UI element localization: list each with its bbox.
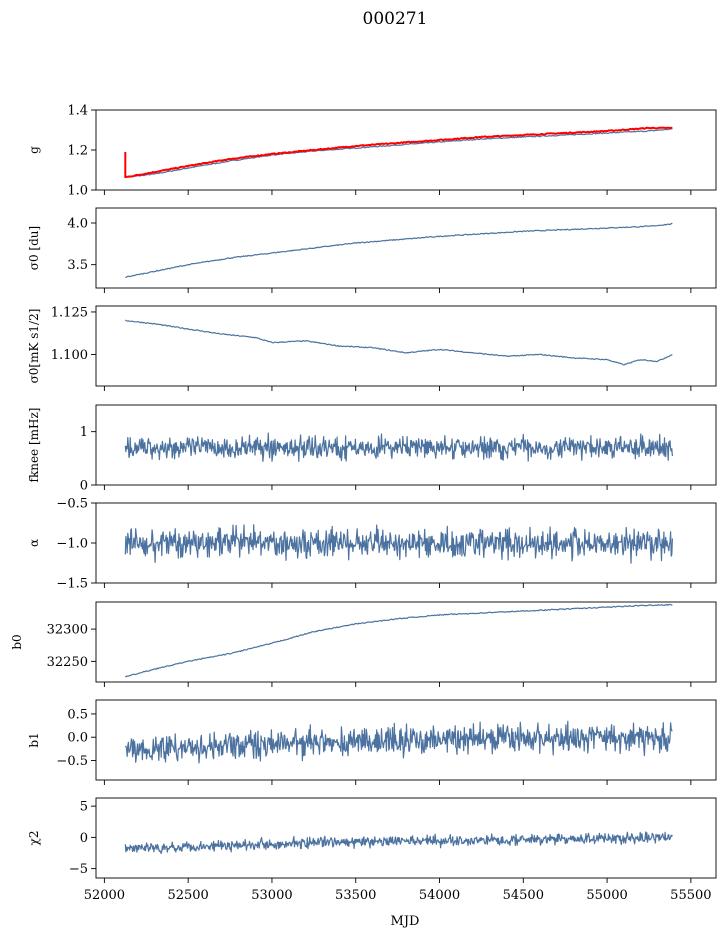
series-line-1: [124, 432, 673, 462]
panel-1: 1.0 1.2 1.4 g: [27, 104, 717, 199]
series-line-1: [124, 831, 673, 855]
x-axis-label: MJD: [391, 914, 420, 929]
panel-series-group: [124, 319, 673, 366]
x-tick-label: 53000: [251, 888, 292, 903]
y-tick-label: 0.5: [67, 707, 88, 722]
panel-series-group: [124, 720, 673, 764]
x-tick-label: 55500: [670, 888, 711, 903]
panel-frame: [95, 305, 717, 387]
y-tick-label: 0.0: [67, 731, 88, 746]
y-tick-label: 0: [80, 831, 88, 846]
series-line-1: [124, 720, 673, 764]
series-line-1: [124, 128, 673, 178]
panel-8: −5 0 5 52000 52500 53000 53500 54000 54500 55000 5…: [27, 797, 717, 903]
series-line-1: [125, 222, 673, 278]
panel-5: −1.5 −1.0 −0.5 α: [27, 497, 717, 592]
y-axis-label: χ2: [27, 831, 41, 846]
series-line-1: [124, 319, 673, 366]
y-tick-label: 1.4: [67, 104, 88, 119]
x-tick-label: 53500: [335, 888, 376, 903]
panel-frame: [95, 109, 717, 191]
y-tick-label: 32250: [47, 655, 88, 670]
y-tick-label: 0: [80, 479, 88, 494]
y-tick-label: −0.5: [56, 497, 88, 512]
x-tick-label: 52500: [167, 888, 208, 903]
series-line-1: [124, 603, 673, 678]
y-tick-label: 32300: [47, 623, 88, 638]
y-tick-label: −0.5: [56, 754, 88, 769]
x-tick-label: 52000: [84, 888, 125, 903]
panel-frame: [95, 699, 717, 781]
panel-series-group: [124, 524, 673, 564]
panel-7: −0.5 0.0 0.5 b1: [27, 699, 717, 785]
panel-series-group: [124, 831, 673, 855]
y-axis-label: b0: [10, 634, 24, 649]
y-tick-label: −5: [69, 862, 88, 877]
y-tick-label: 1.125: [51, 305, 88, 320]
x-tick-label: 55000: [586, 888, 627, 903]
y-tick-label: 3.5: [67, 258, 88, 273]
panel-series-group: [124, 432, 673, 462]
figure-title: 000271: [363, 9, 428, 29]
y-axis-label: σ0[mK s1/2]: [27, 309, 41, 384]
y-tick-label: 1.0: [67, 184, 88, 199]
y-axis-label: α: [27, 539, 41, 547]
panel-series-group: [125, 222, 673, 278]
series-line-1: [124, 524, 673, 564]
y-tick-label: 4.0: [67, 217, 88, 232]
panel-frame: [95, 601, 717, 683]
panel-6: 32250 32300 b0: [10, 601, 717, 687]
panel-frame: [95, 404, 717, 486]
y-axis-label: σ0 [du]: [27, 226, 41, 270]
y-tick-label: −1.5: [56, 577, 88, 592]
panel-2: 3.5 4.0 σ0 [du]: [27, 207, 717, 293]
panel-3: 1.100 1.125 σ0[mK s1/2]: [27, 305, 717, 391]
y-tick-label: 5: [80, 800, 88, 815]
panel-frame: [95, 207, 717, 289]
x-tick-label: 54000: [419, 888, 460, 903]
panels: 1.0 1.2 1.4 g 3.5 4.0 σ0 [du] 1.100 1.125 σ0[mK s…: [10, 104, 717, 903]
panel-frame: [95, 797, 717, 879]
y-axis-label: fknee [mHz]: [27, 408, 41, 483]
y-tick-label: 1: [80, 425, 88, 440]
series-line-2: [124, 126, 673, 179]
y-tick-label: 1.2: [67, 144, 88, 159]
panel-series-group: [124, 603, 673, 678]
y-tick-label: 1.100: [51, 348, 88, 363]
panel-4: 0 1 fknee [mHz]: [27, 404, 717, 494]
x-tick-label: 54500: [503, 888, 544, 903]
y-axis-label: b1: [27, 732, 41, 747]
y-tick-label: −1.0: [56, 537, 88, 552]
y-axis-label: g: [27, 146, 41, 154]
panel-series-group: [124, 126, 673, 179]
